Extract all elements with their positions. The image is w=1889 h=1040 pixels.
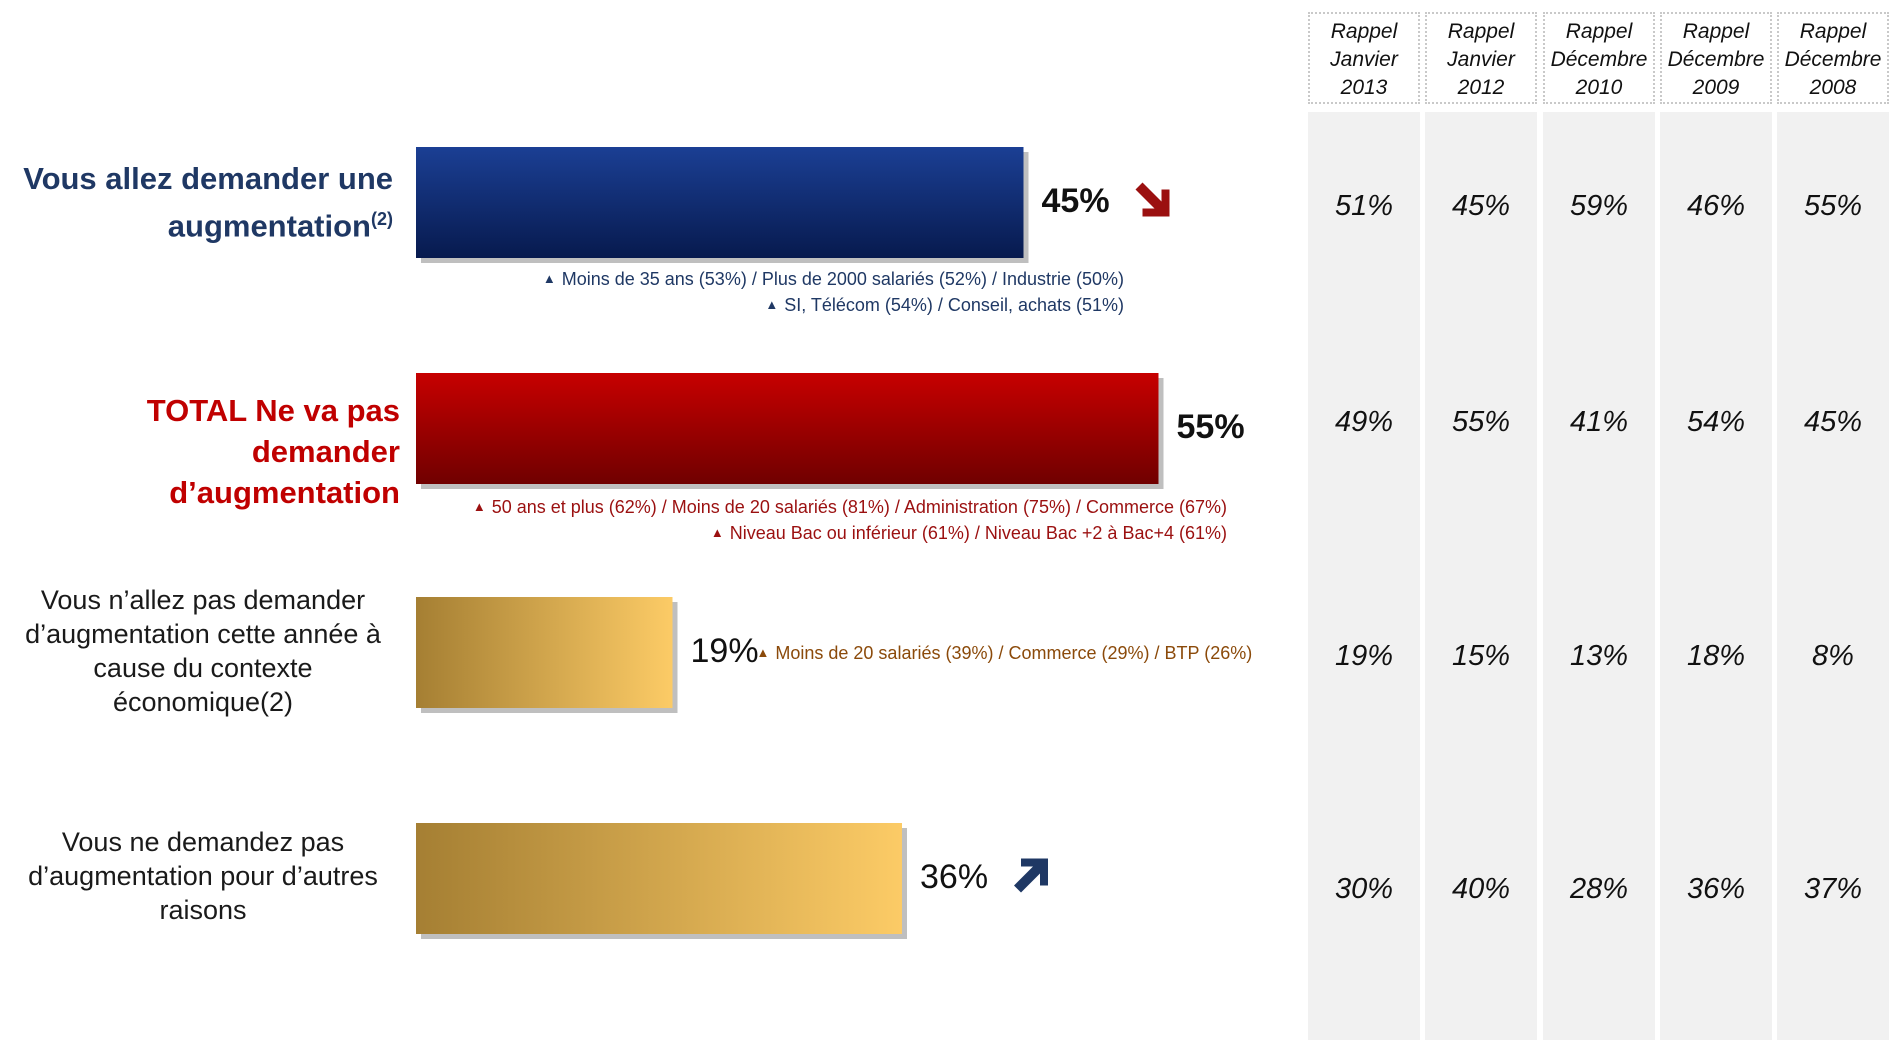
subgroup-note-text: Moins de 35 ans (53%) / Plus de 2000 sal… (561, 269, 1124, 289)
arrow-down-right-icon (1135, 182, 1170, 217)
subgroup-note-text: 50 ans et plus (62%) / Moins de 20 salar… (491, 497, 1227, 517)
category-label-line: Vous ne demandez pas (61, 827, 345, 857)
subgroup-notes: ▲ Moins de 35 ans (53%) / Plus de 2000 sa… (543, 267, 1124, 319)
category-label: TOTAL Ne va pas demander d’augmentation (0, 390, 400, 513)
history-header-line: 2008 (1809, 76, 1857, 99)
bar-3 (416, 597, 673, 708)
history-column-header: Rappel Janvier 2012 (1425, 12, 1537, 104)
history-value: 37% (1803, 873, 1863, 905)
history-value: 46% (1686, 190, 1746, 222)
category-label-line: d’augmentation cette année à (25, 619, 381, 649)
bar-2 (416, 373, 1159, 484)
history-value: 36% (1686, 873, 1746, 905)
history-value: 45% (1803, 406, 1863, 438)
category-label-line: Vous allez demander une (23, 161, 393, 196)
history-value: 13% (1569, 640, 1629, 672)
history-header-line: Décembre (1550, 48, 1648, 71)
history-header-line: Janvier (1447, 48, 1515, 71)
subgroup-note: ▲ Moins de 20 salariés (39%) / Commerce (… (757, 641, 1253, 667)
subgroup-note-text: Moins de 20 salariés (39%) / Commerce (2… (775, 643, 1253, 663)
category-label-line: cause du contexte (93, 653, 313, 683)
triangle-up-icon: ▲ (472, 499, 486, 514)
triangle-up-icon: ▲ (710, 525, 724, 540)
history-column (1660, 112, 1772, 1040)
history-header-line: Rappel (1799, 20, 1867, 43)
history-value: 8% (1812, 640, 1854, 672)
history-header-line: Décembre (1667, 48, 1765, 71)
subgroup-notes: ▲ Moins de 20 salariés (39%) / Commerce (… (757, 641, 1253, 667)
history-value: 19% (1334, 640, 1394, 672)
subgroup-note: ▲ Niveau Bac ou inférieur (61%) / Niveau … (473, 521, 1227, 547)
history-header-line: Janvier (1330, 48, 1398, 71)
history-value: 51% (1334, 190, 1394, 222)
category-label: Vous ne demandez pas d’augmentation pour … (13, 825, 393, 927)
bar-4 (416, 823, 902, 934)
category-label-line: TOTAL Ne va pas demander (146, 393, 400, 469)
history-header-line: Rappel (1447, 20, 1515, 43)
history-column-header: Rappel Janvier 2013 (1308, 12, 1420, 104)
bar-value-label: 19% (690, 631, 759, 670)
category-label-line: d’augmentation pour d’autres (28, 861, 378, 891)
footnote-ref: (2) (371, 209, 393, 229)
subgroup-note: ▲ Moins de 35 ans (53%) / Plus de 2000 sa… (543, 267, 1124, 293)
history-value: 55% (1803, 190, 1863, 222)
history-value: 18% (1686, 640, 1746, 672)
category-label-line: augmentation(2) (167, 208, 393, 244)
bar-1 (416, 147, 1024, 258)
history-value: 49% (1334, 406, 1394, 438)
history-header-line: Rappel (1330, 20, 1398, 43)
history-value: 59% (1569, 190, 1629, 222)
category-label-line: Vous n’allez pas demander (40, 585, 366, 615)
history-header-line: 2012 (1457, 76, 1505, 99)
category-label-line: raisons (159, 895, 247, 925)
history-header-line: 2010 (1575, 76, 1623, 99)
subgroup-notes: ▲ 50 ans et plus (62%) / Moins de 20 sala… (473, 495, 1227, 547)
history-column (1543, 112, 1655, 1040)
history-header-line: Rappel (1565, 20, 1633, 43)
history-value: 45% (1451, 190, 1511, 222)
history-column-header: Rappel Décembre 2009 (1660, 12, 1772, 104)
history-header-line: 2009 (1692, 76, 1740, 99)
category-label: Vous n’allez pas demander d’augmentation … (13, 583, 393, 719)
history-value: 54% (1686, 406, 1746, 438)
subgroup-note-text: SI, Télécom (54%) / Conseil, achats (51%… (784, 295, 1124, 315)
arrow-up-right-icon (1014, 858, 1048, 893)
history-column-header: Rappel Décembre 2010 (1543, 12, 1655, 104)
category-label-line: d’augmentation (169, 475, 400, 510)
triangle-up-icon: ▲ (756, 645, 770, 660)
history-column (1425, 112, 1537, 1040)
subgroup-note: ▲ 50 ans et plus (62%) / Moins de 20 sala… (473, 495, 1227, 521)
history-header-line: Rappel (1682, 20, 1750, 43)
history-value: 40% (1451, 873, 1511, 905)
bar-value-label: 45% (1041, 181, 1110, 220)
subgroup-note: ▲ SI, Télécom (54%) / Conseil, achats (51… (543, 293, 1124, 319)
history-header-line: Décembre (1784, 48, 1882, 71)
bar-chart (416, 147, 1170, 939)
triangle-up-icon: ▲ (765, 297, 779, 312)
bar-value-label: 36% (920, 857, 989, 896)
category-label: Vous allez demander une augmentation(2) (23, 158, 393, 246)
bar-value-label: 55% (1176, 407, 1245, 446)
history-column-header: Rappel Décembre 2008 (1777, 12, 1889, 104)
triangle-up-icon: ▲ (542, 271, 556, 286)
history-value: 30% (1334, 873, 1394, 905)
history-column (1777, 112, 1889, 1040)
history-value: 15% (1451, 640, 1511, 672)
history-column (1308, 112, 1420, 1040)
subgroup-note-text: Niveau Bac ou inférieur (61%) / Niveau B… (729, 523, 1227, 543)
history-value: 28% (1569, 873, 1629, 905)
history-header-line: 2013 (1340, 76, 1388, 99)
category-label-line: économique(2) (112, 687, 294, 717)
history-value: 55% (1451, 406, 1511, 438)
history-value: 41% (1569, 406, 1629, 438)
